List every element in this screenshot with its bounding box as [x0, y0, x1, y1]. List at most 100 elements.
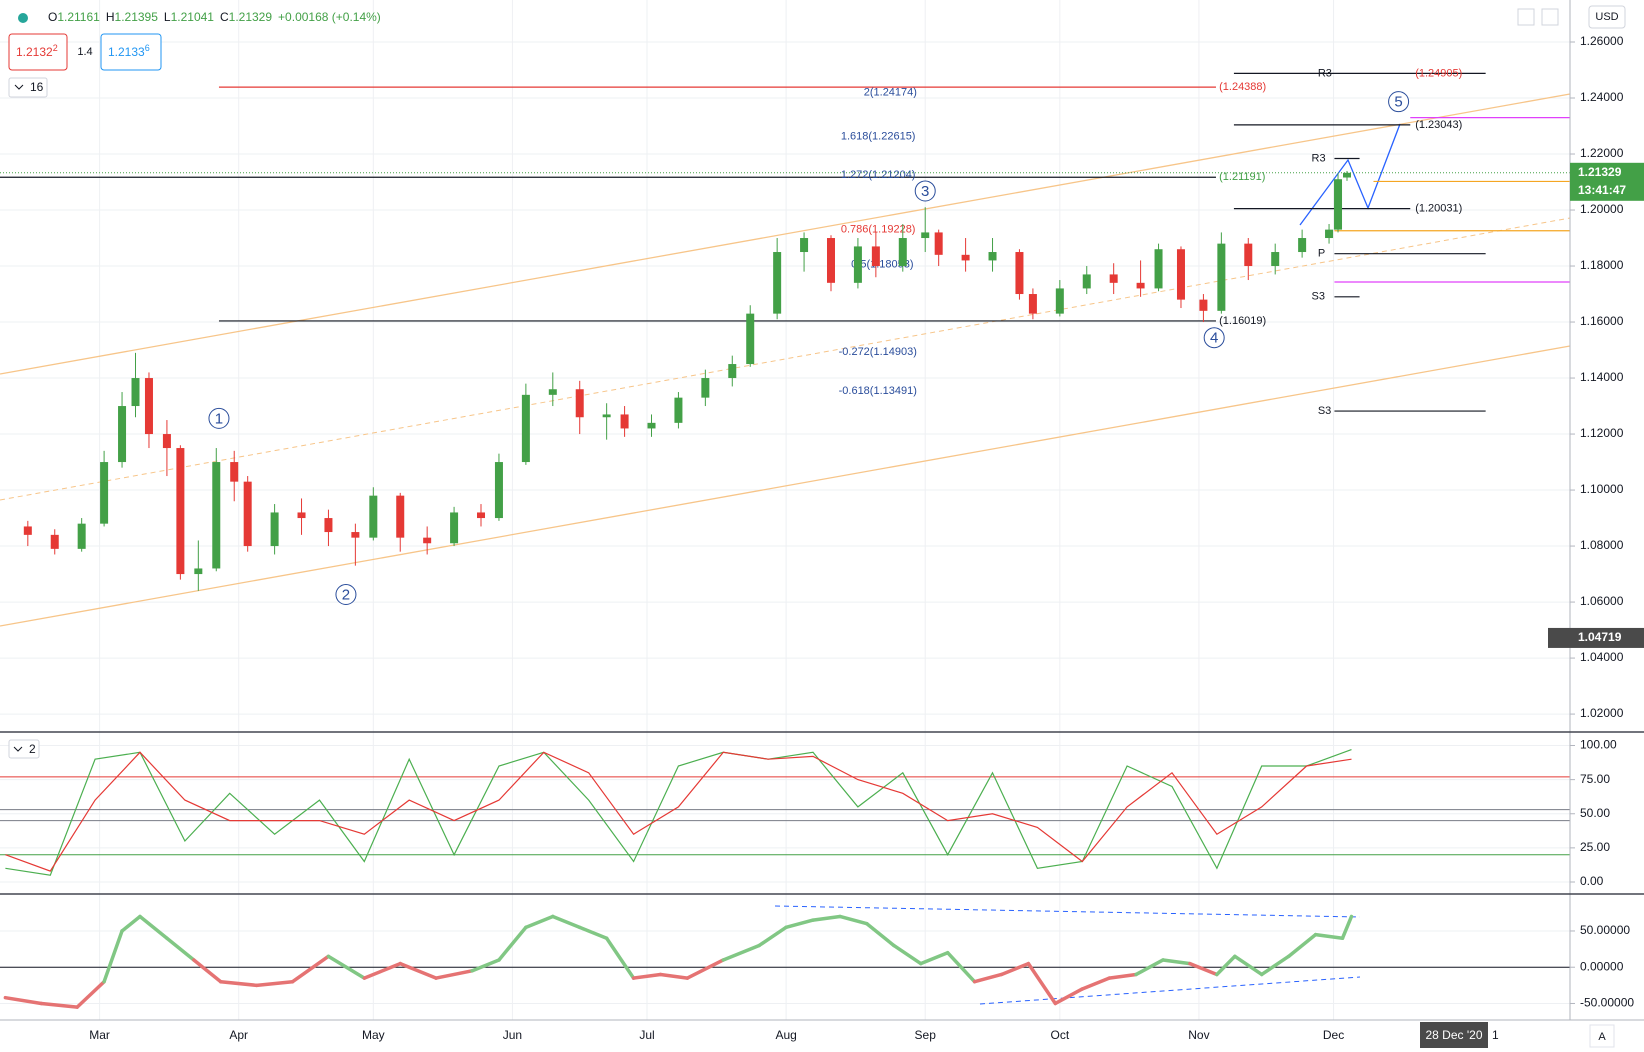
oscillator-segment: [1161, 958, 1192, 966]
candle-body: [800, 238, 809, 253]
date-badge: [1420, 1022, 1488, 1048]
x-tick-label: Dec: [1323, 1028, 1344, 1042]
y-tick-label: 50.00: [1580, 806, 1610, 820]
candle-body: [921, 232, 930, 239]
level-label: 1.272(1.21204): [841, 169, 916, 181]
sell-price-main[interactable]: 1.2132: [16, 45, 53, 59]
candle-body: [988, 252, 997, 261]
candle-body: [423, 537, 432, 544]
candle-body: [602, 414, 611, 418]
candle-body: [773, 252, 782, 314]
level-label: (1.21191): [1219, 171, 1265, 183]
wave-label: 1: [215, 410, 223, 427]
oscillator-segment: [1286, 932, 1318, 959]
ohlc-value: 1.21161: [57, 10, 100, 24]
ohlc-key: H: [106, 10, 115, 24]
oscillator-segment: [918, 950, 950, 966]
wave-marker: [1388, 91, 1410, 113]
pane-toggle[interactable]: [8, 739, 40, 759]
candle-body: [23, 526, 32, 535]
oscillator-segment: [1107, 972, 1138, 980]
oscillator-segment: [838, 914, 869, 926]
candle-body: [871, 246, 880, 267]
oscillator-segment: [551, 914, 582, 930]
oscillator-segment: [721, 943, 761, 962]
currency-button[interactable]: [1588, 5, 1626, 29]
channel-mid: [0, 217, 1571, 501]
icon-button[interactable]: [1517, 8, 1535, 26]
y-tick-label: 50.00000: [1580, 923, 1630, 937]
level-label: (1.16019): [1219, 315, 1266, 327]
oscillator-segment: [470, 958, 501, 973]
oscillator-segment: [138, 914, 169, 940]
auto-scale-button[interactable]: [1589, 1024, 1615, 1048]
auto-scale[interactable]: A: [1598, 1031, 1606, 1043]
wave-label: 5: [1394, 94, 1402, 111]
oscillator-segment: [999, 961, 1031, 977]
axes: Mar Apr May Jun Jul Aug Sep Oct Nov Dec 1.26000 1.2…: [89, 34, 1644, 1042]
date-badge-text: 28 Dec '20: [1426, 1028, 1483, 1042]
y-tick-label: 1.04000: [1580, 650, 1624, 664]
sell-button[interactable]: [8, 33, 68, 71]
y-tick-label: 0.00: [1580, 874, 1604, 888]
buy-pip[interactable]: 6: [145, 43, 150, 53]
oscillator-segment: [39, 1001, 79, 1009]
oscillator-segment: [1215, 954, 1237, 977]
chevron: [14, 84, 24, 90]
y-tick-label: 0.00000: [1580, 959, 1624, 973]
y-tick-label: 1.20000: [1580, 202, 1624, 216]
candle-body: [1055, 288, 1064, 314]
candle-body: [351, 532, 360, 538]
oscillator-segment: [102, 929, 124, 984]
ohlc-key: L: [164, 10, 171, 24]
oscillator-segment: [945, 950, 977, 984]
ohlc-legend: O1.21161 H1.21395 L1.21041 C1.21329 +0.00168…: [48, 10, 381, 24]
x-tick-label: Mar: [89, 1028, 110, 1042]
currency[interactable]: USD: [1595, 11, 1618, 23]
pane-label[interactable]: 16: [30, 80, 44, 94]
candle-body: [494, 462, 503, 519]
oscillator-segment: [865, 921, 896, 948]
plot: R3 (1.24905) 2(1.24174) (1.24388) (1.23043) 1…: [0, 67, 1570, 1009]
candle-body: [1271, 252, 1280, 267]
buy-button[interactable]: [100, 33, 162, 71]
sell-price[interactable]: 1.21322: [16, 43, 58, 59]
level-label: (1.24905): [1415, 67, 1462, 79]
candle-body: [701, 378, 710, 398]
candle-body: [369, 495, 378, 538]
last-price-label: 1.21329: [1578, 165, 1622, 179]
candle-body: [1176, 249, 1185, 300]
oscillator-segment: [434, 969, 474, 980]
candle-body: [1298, 238, 1307, 253]
candle-body: [77, 523, 86, 549]
sell-pip[interactable]: 2: [53, 43, 58, 53]
candle-body: [548, 389, 557, 395]
y-tick-label: 1.24000: [1580, 90, 1624, 104]
candle-body: [521, 394, 530, 463]
icon-button[interactable]: [1541, 8, 1559, 26]
level-label: (1.20031): [1415, 203, 1462, 215]
candle-body: [1015, 252, 1024, 295]
level-label: -0.618(1.13491): [839, 385, 917, 397]
candle-body: [144, 378, 153, 435]
wave-marker: [1203, 327, 1225, 349]
buy-price-main[interactable]: 1.2133: [108, 45, 145, 59]
candle-body: [162, 434, 171, 449]
y-tick-label: 25.00: [1580, 840, 1610, 854]
ohlc-value: 1.21041: [171, 10, 215, 24]
x-tick-label: Nov: [1188, 1028, 1209, 1042]
divergence-upper: [774, 905, 1361, 918]
candle-body: [934, 232, 943, 255]
buy-price[interactable]: 1.21336: [108, 43, 150, 59]
candle-body: [1325, 229, 1334, 239]
wave-projection: [1299, 123, 1401, 226]
level-label: R3: [1318, 67, 1332, 79]
y-tick-label: 1.26000: [1580, 34, 1624, 48]
candle-body: [1082, 274, 1091, 289]
oscillator-segment: [1259, 954, 1291, 977]
oscillator-segment: [577, 925, 609, 940]
candle-body: [620, 414, 629, 429]
pane-toggle[interactable]: [8, 77, 48, 98]
pane-label[interactable]: 2: [29, 742, 36, 756]
candle-body: [1154, 249, 1163, 289]
